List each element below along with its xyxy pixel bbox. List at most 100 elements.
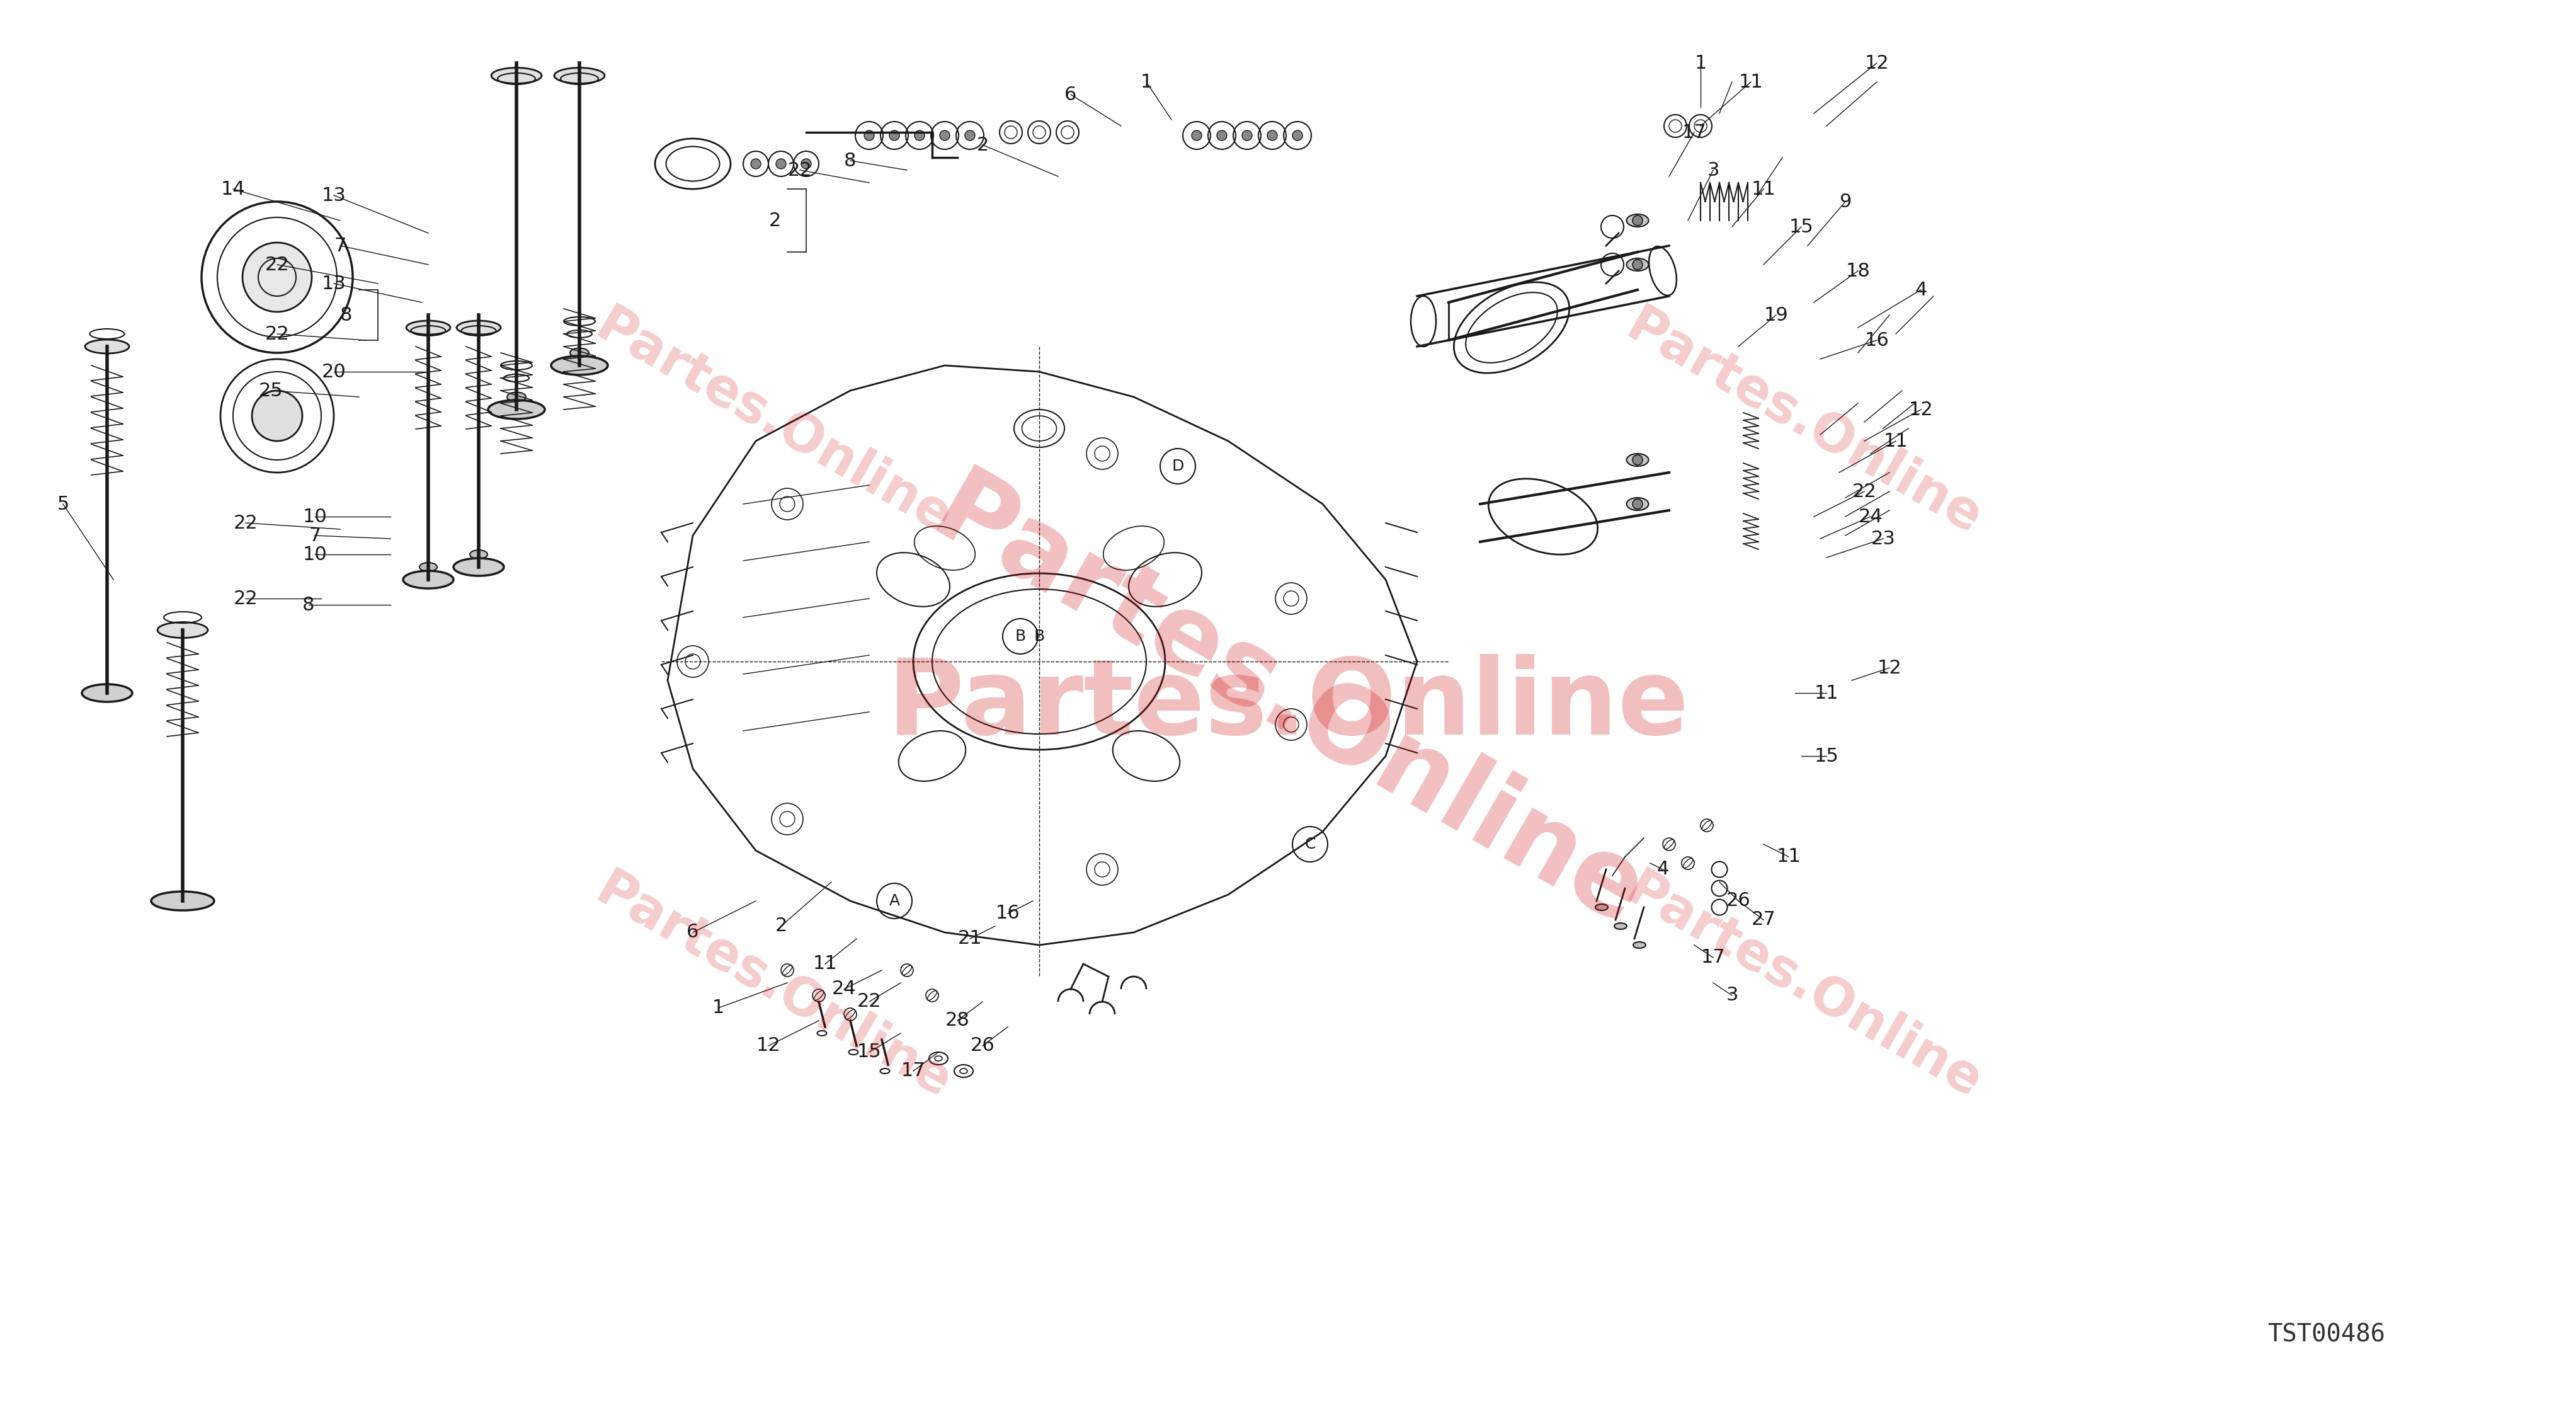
Text: 18: 18: [1844, 262, 1870, 281]
Ellipse shape: [453, 558, 505, 575]
Ellipse shape: [1633, 942, 1646, 948]
Ellipse shape: [1625, 214, 1649, 227]
Text: 11: 11: [811, 955, 837, 973]
Ellipse shape: [1595, 904, 1607, 911]
Text: 2: 2: [976, 135, 989, 154]
Text: 20: 20: [322, 362, 345, 381]
Ellipse shape: [420, 563, 438, 571]
Text: Partes.Online: Partes.Online: [1618, 864, 1989, 1110]
Text: 16: 16: [994, 904, 1020, 922]
Text: 22: 22: [858, 993, 881, 1011]
Ellipse shape: [569, 348, 590, 358]
Circle shape: [1190, 130, 1200, 141]
Circle shape: [863, 130, 873, 141]
Ellipse shape: [82, 684, 131, 702]
Text: 11: 11: [1883, 431, 1906, 450]
Text: 23: 23: [1870, 530, 1896, 548]
Ellipse shape: [492, 68, 541, 83]
Text: 11: 11: [1739, 73, 1762, 92]
Circle shape: [775, 159, 786, 169]
Text: 8: 8: [340, 306, 353, 324]
Ellipse shape: [152, 891, 214, 911]
Ellipse shape: [1625, 258, 1649, 271]
Ellipse shape: [407, 320, 451, 334]
Text: 3: 3: [1705, 161, 1718, 179]
Text: 22: 22: [234, 513, 258, 532]
Circle shape: [1633, 216, 1641, 226]
Text: 13: 13: [322, 275, 345, 293]
Text: 26: 26: [1726, 891, 1749, 909]
Text: D: D: [1172, 458, 1182, 474]
Text: 8: 8: [845, 151, 855, 169]
Text: 16: 16: [1865, 331, 1888, 350]
Text: 17: 17: [1682, 123, 1705, 141]
Ellipse shape: [1613, 924, 1625, 929]
Text: 1: 1: [1695, 54, 1705, 72]
Text: 19: 19: [1765, 306, 1788, 324]
Text: 4: 4: [1914, 281, 1927, 299]
Circle shape: [242, 243, 312, 312]
Circle shape: [1633, 499, 1641, 509]
Text: 4: 4: [1656, 860, 1669, 878]
Circle shape: [1293, 130, 1301, 141]
Text: B: B: [1015, 629, 1025, 644]
Text: 1: 1: [1141, 73, 1151, 92]
Text: 5: 5: [57, 495, 70, 513]
Circle shape: [750, 159, 760, 169]
Text: 15: 15: [1814, 747, 1839, 766]
Text: Partes.Online: Partes.Online: [1618, 300, 1989, 546]
Text: 13: 13: [322, 186, 345, 204]
Text: 14: 14: [222, 180, 245, 199]
Text: 8: 8: [301, 595, 314, 613]
Text: 22: 22: [265, 324, 289, 343]
Circle shape: [801, 159, 811, 169]
Text: 11: 11: [1752, 180, 1775, 199]
Text: 15: 15: [1788, 217, 1814, 235]
Text: 22: 22: [1852, 482, 1875, 501]
Ellipse shape: [469, 550, 487, 558]
Ellipse shape: [551, 355, 608, 375]
Ellipse shape: [1625, 454, 1649, 467]
Circle shape: [889, 130, 899, 141]
Text: 22: 22: [234, 589, 258, 608]
Text: 24: 24: [832, 980, 855, 998]
Circle shape: [963, 130, 974, 141]
Circle shape: [252, 391, 301, 441]
Circle shape: [1633, 455, 1641, 465]
Text: A: A: [889, 894, 899, 908]
Text: 11: 11: [1814, 684, 1839, 702]
Text: 17: 17: [1700, 949, 1726, 967]
Text: Partes.Online: Partes.Online: [587, 864, 958, 1110]
Text: 7: 7: [309, 526, 322, 544]
Text: 12: 12: [1865, 54, 1888, 72]
Text: TST00486: TST00486: [2267, 1323, 2385, 1347]
Circle shape: [1267, 130, 1278, 141]
Text: 25: 25: [258, 382, 283, 400]
Ellipse shape: [507, 392, 526, 402]
Ellipse shape: [157, 622, 209, 637]
Circle shape: [1633, 259, 1641, 269]
Text: Partes.Online: Partes.Online: [914, 460, 1662, 950]
Text: 10: 10: [301, 508, 327, 526]
Text: 15: 15: [858, 1043, 881, 1062]
Text: 12: 12: [1878, 658, 1901, 677]
Text: C: C: [1303, 836, 1316, 852]
Text: 3: 3: [1726, 987, 1739, 1004]
Circle shape: [1216, 130, 1226, 141]
Circle shape: [940, 130, 951, 141]
Text: 11: 11: [1775, 847, 1801, 866]
Text: B: B: [1033, 629, 1043, 644]
Text: 6: 6: [1064, 86, 1077, 104]
Text: 22: 22: [788, 161, 811, 179]
Text: 27: 27: [1752, 911, 1775, 929]
Text: 12: 12: [755, 1036, 781, 1055]
Text: 26: 26: [971, 1036, 994, 1055]
Ellipse shape: [1625, 498, 1649, 510]
Text: Partes.Online: Partes.Online: [886, 654, 1690, 756]
Text: 12: 12: [1909, 400, 1932, 419]
Text: 6: 6: [688, 924, 698, 942]
Text: Partes.Online: Partes.Online: [587, 300, 958, 546]
Text: 9: 9: [1839, 193, 1852, 210]
Circle shape: [1242, 130, 1252, 141]
Ellipse shape: [402, 571, 453, 588]
